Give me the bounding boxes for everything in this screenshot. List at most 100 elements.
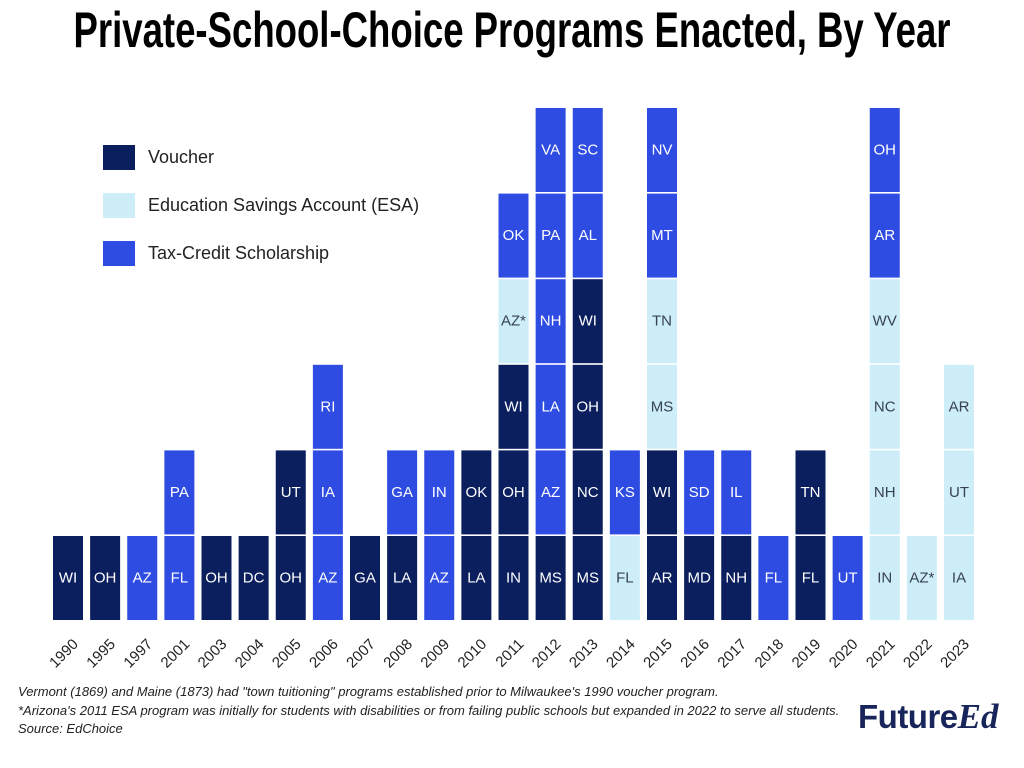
- bar-2022-az: [906, 536, 937, 620]
- bar-2014-ks: [609, 450, 640, 535]
- bar-2014-fl: [609, 536, 640, 620]
- bar-2009-in: [424, 450, 455, 535]
- bar-2005-ut: [275, 450, 306, 535]
- year-label-2001: 2001: [158, 636, 194, 672]
- bar-2001-fl: [164, 536, 195, 620]
- bar-2021-in: [869, 536, 900, 620]
- footnote-source: Source: EdChoice: [18, 721, 123, 736]
- year-label-2015: 2015: [640, 636, 676, 672]
- bar-2015-tn: [647, 279, 677, 364]
- bar-label-2013-sc: SC: [577, 142, 598, 159]
- year-label-2012: 2012: [529, 636, 565, 672]
- bar-label-2009-in: IN: [432, 484, 447, 501]
- bar-2008-ga: [387, 450, 418, 535]
- bar-2012-ms: [535, 536, 566, 620]
- bar-label-2013-al: AL: [579, 227, 597, 244]
- bar-label-1995-oh: OH: [94, 570, 117, 587]
- year-label-2011: 2011: [492, 636, 527, 671]
- bar-label-2016-md: MD: [687, 570, 710, 587]
- bar-label-2021-in: IN: [877, 570, 892, 587]
- bar-label-2001-fl: FL: [171, 570, 189, 587]
- bar-2013-nc: [572, 450, 603, 535]
- bar-label-2006-ia: IA: [321, 484, 335, 501]
- bar-label-2021-oh: OH: [874, 142, 897, 159]
- bar-2013-wi: [572, 279, 603, 364]
- bar-label-2019-fl: FL: [802, 570, 820, 587]
- bar-label-2005-ut: UT: [281, 484, 301, 501]
- year-label-2009: 2009: [417, 636, 453, 672]
- legend-label-esa: Education Savings Account (ESA): [148, 195, 420, 215]
- bar-2018-fl: [758, 536, 789, 620]
- bar-label-2012-pa: PA: [541, 227, 560, 244]
- bar-label-2018-fl: FL: [765, 570, 783, 587]
- bar-2021-nh: [869, 450, 900, 535]
- bar-label-2015-ar: AR: [652, 570, 673, 587]
- legend-swatch-esa: [103, 193, 135, 218]
- chart-title-area: Private-School-Choice Programs Enacted, …: [74, 2, 951, 58]
- bar-label-2023-ar: AR: [949, 398, 970, 415]
- bar-label-2023-ut: UT: [949, 484, 969, 501]
- bar-1990-wi: [53, 536, 83, 620]
- bar-label-2010-la: LA: [467, 570, 485, 587]
- bar-label-2013-wi: WI: [579, 313, 597, 330]
- bar-2021-wv: [869, 279, 900, 364]
- bar-2023-ar: [944, 364, 974, 449]
- bar-2011-az: [498, 279, 529, 364]
- bar-label-2009-az: AZ: [430, 570, 449, 587]
- legend: Voucher Education Savings Account (ESA) …: [103, 145, 419, 289]
- bar-label-2021-nc: NC: [874, 398, 896, 415]
- bar-2020-ut: [832, 536, 863, 620]
- bar-2006-az: [312, 536, 343, 620]
- bar-label-2006-ri: RI: [320, 398, 335, 415]
- year-label-2006: 2006: [306, 636, 342, 672]
- bar-2023-ut: [944, 450, 974, 535]
- futureed-logo: FutureEd: [858, 699, 999, 734]
- year-label-2008: 2008: [380, 636, 416, 672]
- bar-label-2021-ar: AR: [874, 227, 895, 244]
- chart-title: Private-School-Choice Programs Enacted, …: [74, 2, 951, 58]
- bar-2012-pa: [535, 193, 566, 278]
- bar-2015-ms: [647, 364, 677, 449]
- bar-label-2011-in: IN: [506, 570, 521, 587]
- bar-label-2015-mt: MT: [651, 227, 673, 244]
- bar-label-2016-sd: SD: [689, 484, 710, 501]
- bar-label-2019-tn: TN: [801, 484, 821, 501]
- bar-2010-la: [461, 536, 492, 620]
- bar-2005-oh: [275, 536, 306, 620]
- bar-label-2015-tn: TN: [652, 313, 672, 330]
- bar-2011-ok: [498, 193, 529, 278]
- legend-item-tax-credit: Tax-Credit Scholarship: [103, 241, 419, 266]
- year-label-2014: 2014: [603, 636, 639, 672]
- bar-2013-sc: [572, 108, 603, 192]
- legend-label-voucher: Voucher: [148, 147, 215, 167]
- bar-label-2003-oh: OH: [205, 570, 228, 587]
- bar-2004-dc: [238, 536, 269, 620]
- bar-label-2012-va: VA: [541, 142, 560, 159]
- bar-2021-ar: [869, 193, 900, 278]
- bar-label-2011-oh: OH: [502, 484, 525, 501]
- year-label-2004: 2004: [232, 636, 268, 672]
- bar-2013-oh: [572, 364, 603, 449]
- bar-label-2022-az: AZ*: [909, 570, 934, 587]
- bar-2013-ms: [572, 536, 603, 620]
- logo-text-future: Future: [858, 698, 958, 735]
- year-label-1990: 1990: [46, 636, 82, 672]
- legend-label-tax-credit: Tax-Credit Scholarship: [148, 243, 330, 263]
- bar-label-1990-wi: WI: [59, 570, 77, 587]
- bar-label-2004-dc: DC: [243, 570, 265, 587]
- bar-label-2007-ga: GA: [354, 570, 376, 587]
- bar-2011-wi: [498, 364, 529, 449]
- bar-label-2010-ok: OK: [466, 484, 488, 501]
- bar-label-2005-oh: OH: [280, 570, 303, 587]
- bar-label-2012-la: LA: [541, 398, 559, 415]
- year-label-2020: 2020: [826, 636, 862, 672]
- year-label-2005: 2005: [269, 636, 305, 672]
- legend-item-esa: Education Savings Account (ESA): [103, 193, 419, 218]
- bar-2015-wi: [647, 450, 677, 535]
- bar-2011-in: [498, 536, 529, 620]
- logo-text-ed: Ed: [957, 697, 999, 736]
- bar-label-1997-az: AZ: [133, 570, 152, 587]
- bar-label-2006-az: AZ: [318, 570, 337, 587]
- bar-2008-la: [387, 536, 418, 620]
- bar-2012-az: [535, 450, 566, 535]
